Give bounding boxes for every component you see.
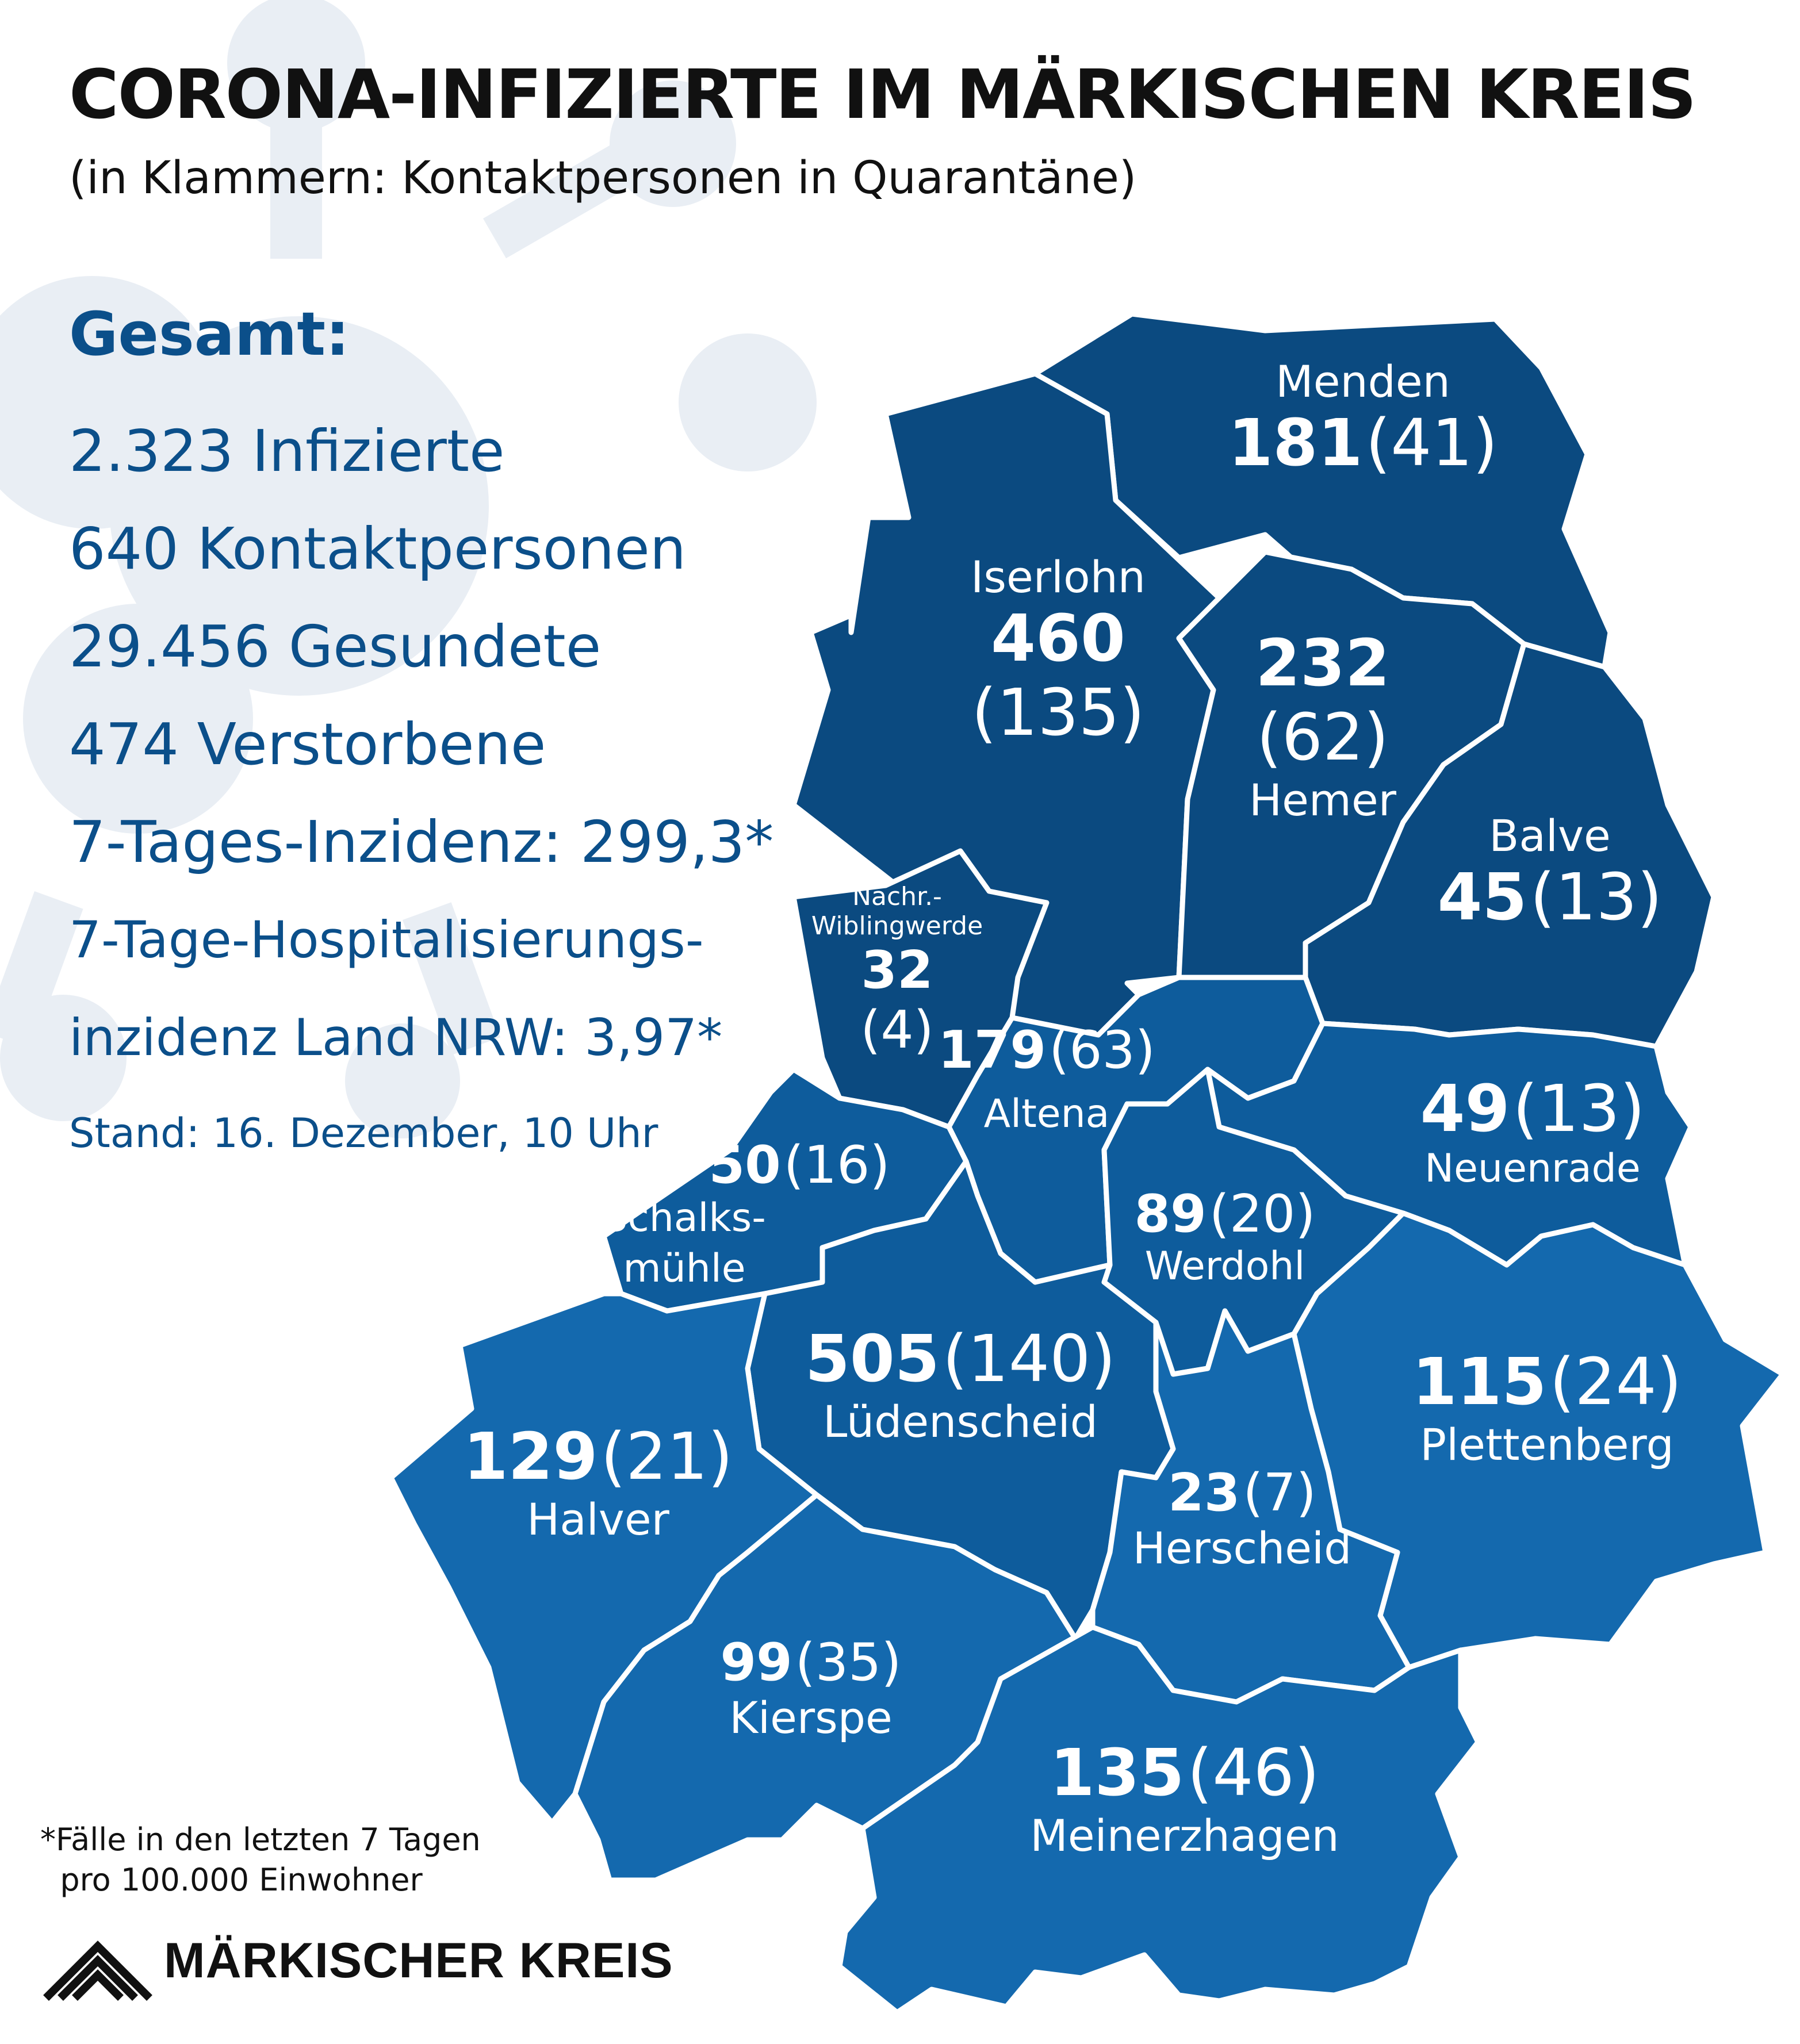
altena-contacts: (63) (1049, 1020, 1155, 1080)
menden-infected: 181 (1228, 406, 1363, 481)
label-herscheid: 23 (7) Herscheid (1133, 1463, 1352, 1573)
schalksmuehle-infected: 50 (708, 1135, 781, 1195)
label-balve: Balve 45 (13) (1438, 811, 1663, 935)
meinerzhagen-name: Meinerzhagen (1030, 1809, 1339, 1861)
werdohl-name: Werdohl (1144, 1243, 1305, 1289)
label-nachrodt-wiblingwerde: Nachr.- Wiblingwerde 32 (4) (811, 882, 983, 1060)
neuenrade-name: Neuenrade (1424, 1145, 1641, 1191)
virus-background-decoration (0, 0, 817, 1138)
plettenberg-contacts: (24) (1549, 1345, 1682, 1420)
schalksmuehle-contacts: (16) (783, 1135, 890, 1195)
meinerzhagen-infected: 135 (1050, 1736, 1185, 1811)
nachrodt-contacts: (4) (860, 999, 934, 1060)
footnote: *Fälle in den letzten 7 Tagen pro 100.00… (40, 1821, 481, 1898)
hospitalization-line-2: inzidenz Land NRW: 3,97* (69, 1008, 723, 1067)
menden-name: Menden (1276, 356, 1450, 407)
logo: MÄRKISCHER KREIS (43, 1920, 673, 2001)
altena-infected: 179 (938, 1020, 1047, 1080)
werdohl-contacts: (20) (1209, 1184, 1316, 1244)
label-plettenberg: 115 (24) Plettenberg (1412, 1345, 1682, 1470)
schalksmuehle-name-line-1: Schalks- (603, 1195, 766, 1241)
total-deceased: 474 Verstorbene (69, 711, 546, 778)
label-meinerzhagen: 135 (46) Meinerzhagen (1030, 1736, 1339, 1861)
meinerzhagen-contacts: (46) (1187, 1736, 1320, 1811)
label-kierspe: 99 (35) Kierspe (720, 1633, 901, 1743)
hemer-infected: 232 (1255, 626, 1390, 701)
nachrodt-name-line-1: Nachr.- (852, 882, 942, 911)
hospitalization-line-1: 7-Tage-Hospitalisierungs- (69, 910, 704, 969)
balve-contacts: (13) (1530, 860, 1663, 935)
summary-heading: Gesamt: (69, 299, 350, 369)
label-menden: Menden 181 (41) (1228, 356, 1498, 481)
halver-contacts: (21) (600, 1420, 733, 1494)
balve-name: Balve (1489, 810, 1611, 861)
hemer-name: Hemer (1249, 774, 1396, 826)
logo-text: MÄRKISCHER KREIS (164, 1932, 673, 1988)
iserlohn-name: Iserlohn (971, 551, 1146, 603)
werdohl-infected: 89 (1134, 1184, 1207, 1244)
label-neuenrade: 49 (13) Neuenrade (1420, 1072, 1645, 1191)
herscheid-infected: 23 (1168, 1463, 1240, 1523)
luedenscheid-contacts: (140) (942, 1322, 1116, 1397)
maerkischer-kreis-logo-icon (43, 1941, 152, 2001)
label-iserlohn: Iserlohn 460 (135) (971, 552, 1146, 750)
plettenberg-infected: 115 (1412, 1345, 1547, 1420)
nachrodt-name-line-2: Wiblingwerde (811, 911, 983, 941)
iserlohn-contacts: (135) (971, 676, 1145, 751)
schalksmuehle-name-line-2: mühle (623, 1246, 746, 1292)
label-halver: 129 (21) Halver (463, 1420, 733, 1545)
iserlohn-infected: 460 (991, 601, 1125, 677)
total-recovered: 29.456 Gesundete (69, 613, 602, 680)
kierspe-name: Kierspe (729, 1692, 893, 1743)
kierspe-infected: 99 (720, 1632, 792, 1693)
halver-infected: 129 (463, 1420, 598, 1494)
district-kierspe[interactable] (572, 1492, 1096, 1883)
herscheid-name: Herscheid (1132, 1522, 1352, 1574)
label-schalksmuehle-name: Schalks- mühle (603, 1193, 766, 1295)
label-altena: 179 (63) Altena (938, 1021, 1155, 1137)
nachrodt-infected: 32 (861, 940, 933, 1001)
label-schalksmuehle-numbers: 50 (16) (708, 1136, 890, 1195)
halver-name: Halver (527, 1493, 669, 1545)
plettenberg-name: Plettenberg (1420, 1418, 1674, 1470)
menden-contacts: (41) (1365, 406, 1498, 481)
balve-infected: 45 (1437, 860, 1527, 935)
altena-name: Altena (983, 1091, 1110, 1137)
page-subtitle: (in Klammern: Kontaktpersonen in Quarant… (69, 152, 1137, 204)
luedenscheid-name: Lüdenscheid (822, 1395, 1098, 1447)
neuenrade-infected: 49 (1420, 1072, 1510, 1146)
page-title: CORONA-INFIZIERTE IM MÄRKISCHEN KREIS (69, 55, 1696, 134)
herscheid-contacts: (7) (1243, 1463, 1316, 1523)
total-contacts: 640 Kontaktpersonen (69, 515, 687, 582)
summary-panel: Gesamt: 2.323 Infizierte 640 Kontaktpers… (69, 299, 773, 1157)
status-date: Stand: 16. Dezember, 10 Uhr (69, 1110, 658, 1157)
kierspe-contacts: (35) (795, 1632, 902, 1693)
label-werdohl: 89 (20) Werdohl (1134, 1184, 1315, 1289)
seven-day-incidence: 7-Tages-Inzidenz: 299,3* (69, 808, 774, 876)
label-hemer: 232 (62) Hemer (1249, 627, 1396, 825)
total-infected: 2.323 Infizierte (69, 417, 505, 485)
district-meinerzhagen[interactable] (837, 1624, 1481, 2015)
neuenrade-contacts: (13) (1512, 1072, 1645, 1146)
label-luedenscheid: 505 (140) Lüdenscheid (805, 1322, 1116, 1447)
luedenscheid-infected: 505 (805, 1322, 940, 1397)
hemer-contacts: (62) (1257, 700, 1389, 775)
